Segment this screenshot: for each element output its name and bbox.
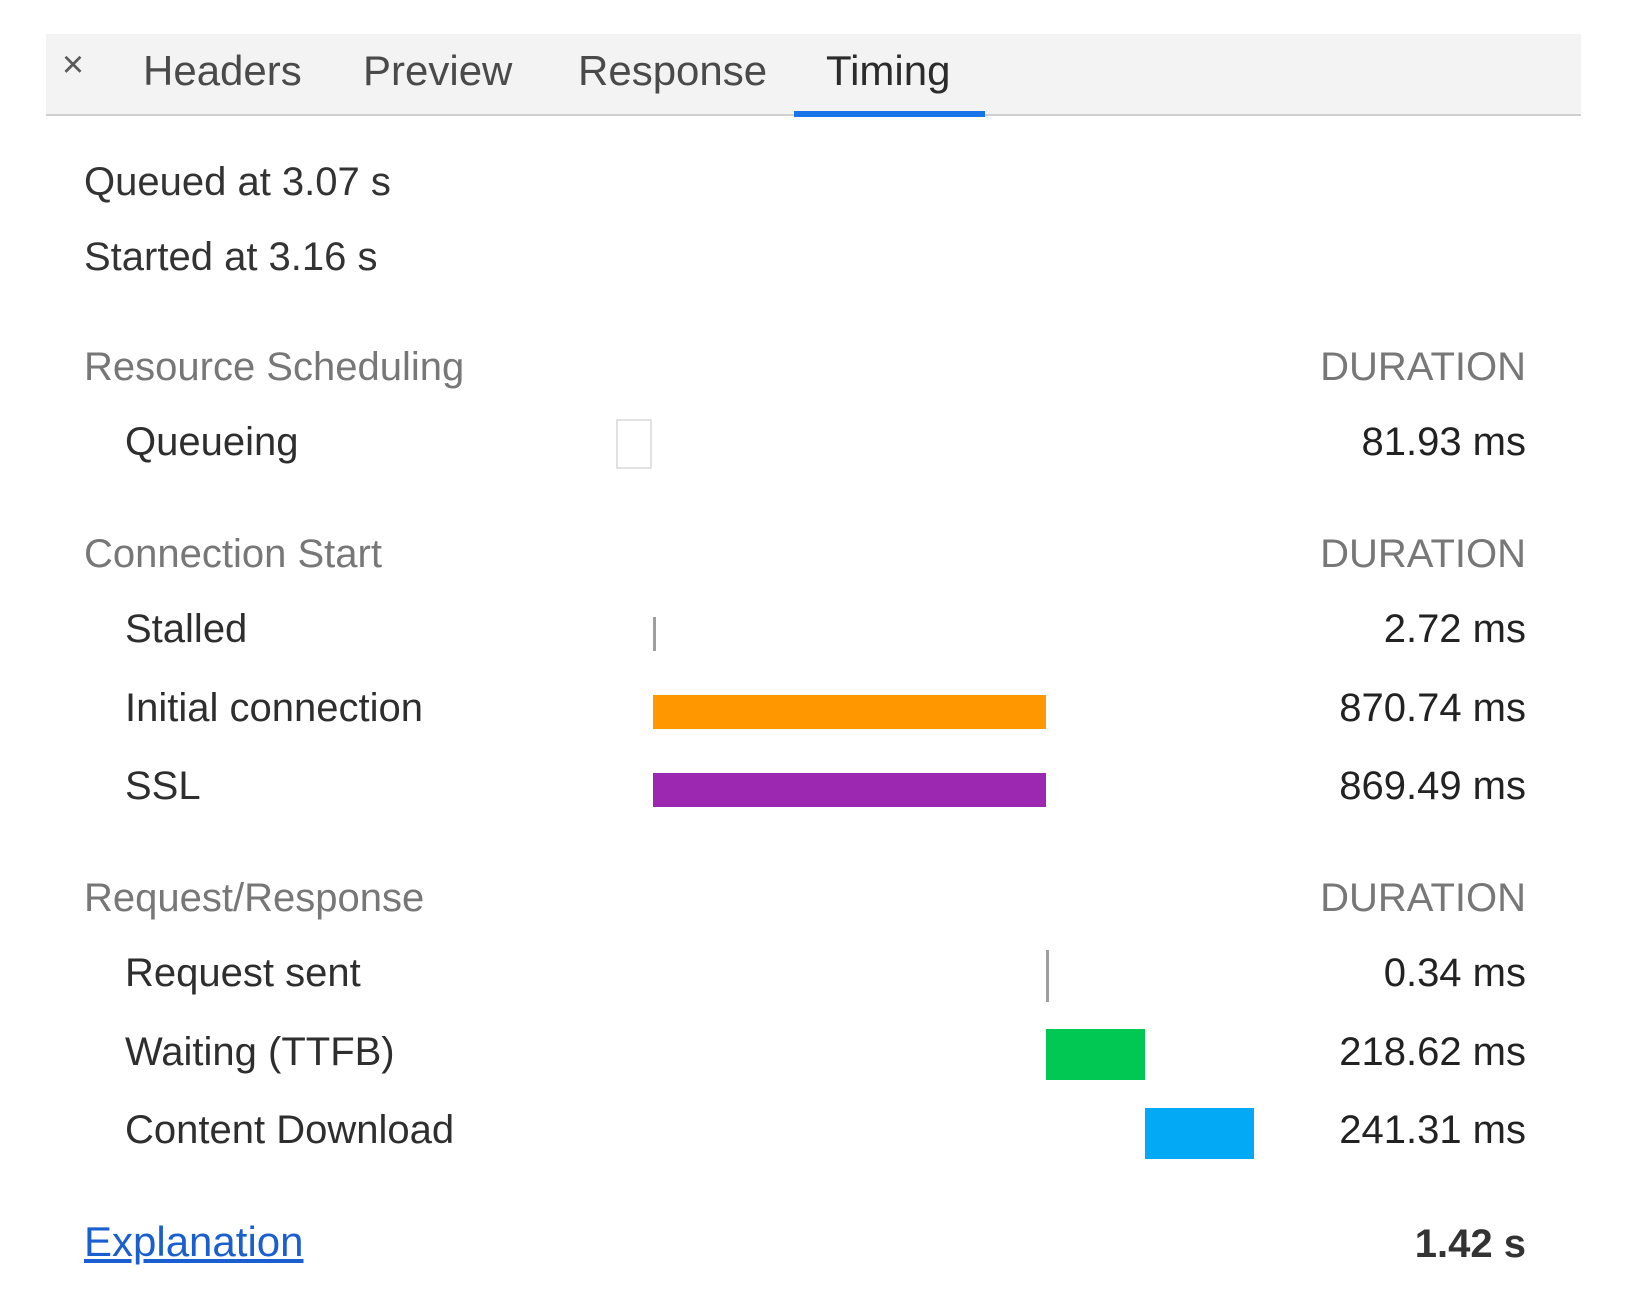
- duration-waiting-ttfb: 218.62 ms: [1339, 1030, 1526, 1074]
- duration-request-sent: 0.34 ms: [1383, 951, 1526, 995]
- row-label-stalled: Stalled: [125, 607, 248, 651]
- section-request-response: Request/Response: [84, 876, 425, 920]
- tab-response[interactable]: Response: [578, 47, 768, 94]
- section-resource-scheduling: Resource Scheduling: [84, 345, 465, 389]
- total-duration: 1.42 s: [1414, 1222, 1526, 1266]
- tab-timing[interactable]: Timing: [826, 47, 951, 94]
- duration-content-download: 241.31 ms: [1339, 1108, 1526, 1152]
- active-tab-indicator: [794, 111, 985, 117]
- row-label-ssl: SSL: [125, 764, 201, 808]
- queued-at-text: Queued at 3.07 s: [84, 160, 391, 204]
- explanation-link[interactable]: Explanation: [84, 1218, 304, 1265]
- row-label-content-download: Content Download: [125, 1108, 455, 1152]
- duration-header: DURATION: [1320, 345, 1526, 389]
- section-connection-start: Connection Start: [84, 532, 382, 576]
- duration-queueing: 81.93 ms: [1361, 420, 1526, 464]
- duration-header: DURATION: [1320, 876, 1526, 920]
- tab-preview[interactable]: Preview: [363, 47, 513, 94]
- duration-header: DURATION: [1320, 532, 1526, 576]
- duration-stalled: 2.72 ms: [1383, 607, 1526, 651]
- close-icon[interactable]: ×: [61, 44, 85, 86]
- bar-ssl: [653, 773, 1046, 807]
- bar-queueing: [616, 419, 652, 469]
- row-label-request-sent: Request sent: [125, 951, 361, 995]
- bar-waiting-ttfb: [1046, 1029, 1145, 1080]
- bar-initial-connection: [653, 695, 1046, 729]
- started-at-text: Started at 3.16 s: [84, 235, 378, 279]
- row-label-queueing: Queueing: [125, 420, 299, 464]
- row-label-waiting-ttfb: Waiting (TTFB): [125, 1030, 395, 1074]
- bar-request-sent: [1046, 950, 1049, 1002]
- row-label-initial-connection: Initial connection: [125, 686, 423, 730]
- bar-content-download: [1145, 1108, 1254, 1159]
- duration-initial-connection: 870.74 ms: [1339, 686, 1526, 730]
- bar-stalled: [653, 617, 656, 651]
- duration-ssl: 869.49 ms: [1339, 764, 1526, 808]
- tab-headers[interactable]: Headers: [143, 47, 302, 94]
